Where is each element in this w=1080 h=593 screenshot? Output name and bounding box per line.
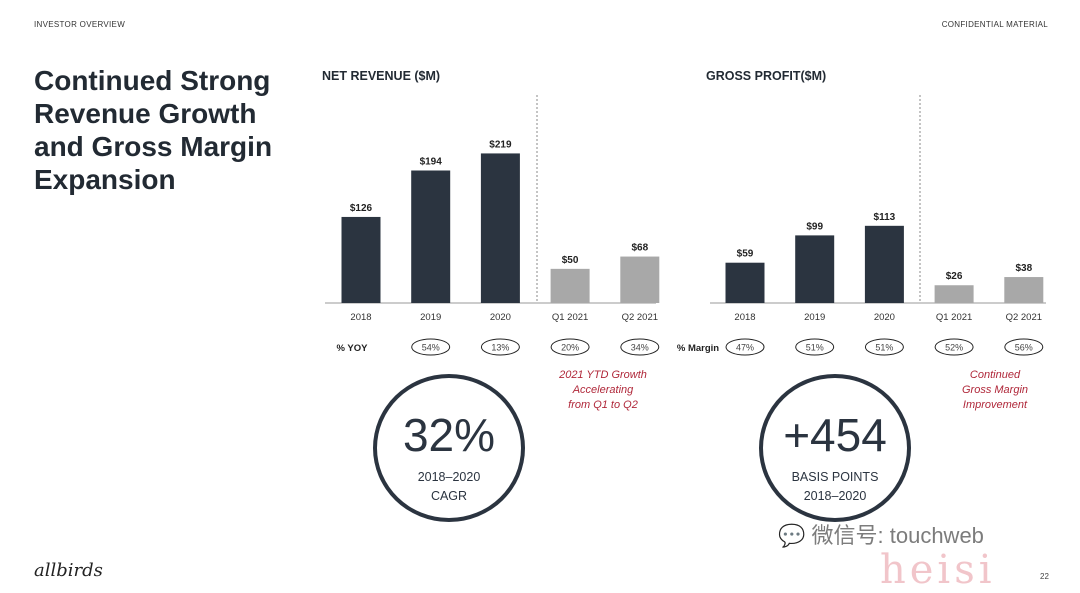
bar xyxy=(480,153,520,303)
value-oval xyxy=(550,338,590,356)
cagr-kpi-circle: 32% 2018–2020 CAGR xyxy=(373,374,525,522)
bar xyxy=(620,256,660,303)
note-line: Continued xyxy=(969,369,1021,381)
data-label: $38 xyxy=(1015,263,1032,274)
basis-points-kpi-circle: +454 BASIS POINTS 2018–2020 xyxy=(759,374,911,522)
row-value: 51% xyxy=(875,343,893,353)
tick-label: 2019 xyxy=(804,312,825,323)
tick-label: Q1 2021 xyxy=(552,312,588,323)
tick-label: 2019 xyxy=(420,312,441,323)
note-line: 2021 YTD Growth xyxy=(559,369,647,381)
tick-label: Q1 2021 xyxy=(936,312,972,323)
value-oval xyxy=(480,338,520,356)
page-number: 22 xyxy=(1040,572,1049,581)
data-label: $113 xyxy=(874,212,896,223)
bar xyxy=(550,268,590,303)
gross-profit-chart-title: GROSS PROFIT($M) xyxy=(706,69,827,83)
tick-label: 2018 xyxy=(350,312,371,323)
bar xyxy=(934,285,974,303)
header-right: CONFIDENTIAL MATERIAL xyxy=(941,20,1048,29)
bar xyxy=(864,225,904,303)
row-value: 54% xyxy=(422,343,440,353)
slide-title: Continued Strong Revenue Growth and Gros… xyxy=(34,65,273,195)
note-line: Accelerating xyxy=(572,384,634,396)
bar xyxy=(795,235,835,303)
data-label: $59 xyxy=(737,249,754,260)
note-line: from Q1 to Q2 xyxy=(568,399,638,411)
tick-label: 2018 xyxy=(734,312,755,323)
allbirds-logo: allbirds xyxy=(34,560,103,581)
value-oval xyxy=(934,338,974,356)
header-left: INVESTOR OVERVIEW xyxy=(34,20,126,29)
row-value: 51% xyxy=(806,343,824,353)
kpi-line2: 2018–2020 xyxy=(803,489,867,503)
bar xyxy=(411,170,451,303)
value-oval xyxy=(620,338,660,356)
note-line: Gross Margin xyxy=(961,384,1029,396)
kpi-value: 32% xyxy=(402,409,496,461)
bar xyxy=(725,262,765,303)
value-oval xyxy=(725,338,765,356)
watermark-text: 微信号: touchweb xyxy=(811,523,984,548)
data-label: $194 xyxy=(420,156,443,167)
row-label: % Margin xyxy=(677,343,719,354)
wechat-icon: 💬 xyxy=(778,523,812,548)
row-value: 34% xyxy=(631,343,649,353)
data-label: $126 xyxy=(350,203,373,214)
data-label: $26 xyxy=(946,271,963,282)
value-oval xyxy=(1004,338,1044,356)
tick-label: Q2 2021 xyxy=(622,312,658,323)
wechat-watermark: 💬 微信号: touchweb xyxy=(778,524,984,548)
row-label: % YOY xyxy=(337,343,369,354)
tick-label: 2020 xyxy=(490,312,511,323)
data-label: $50 xyxy=(562,255,579,266)
margin-note: Continued Gross Margin Improvement xyxy=(940,368,1050,413)
watermark-2: heisi xyxy=(880,547,996,593)
bar xyxy=(341,216,381,303)
row-value: 56% xyxy=(1015,343,1033,353)
row-value: 13% xyxy=(491,343,509,353)
kpi-value: +454 xyxy=(783,409,887,461)
data-label: $219 xyxy=(489,139,512,150)
data-label: $99 xyxy=(806,221,823,232)
note-line: Improvement xyxy=(962,399,1028,411)
kpi-line1: BASIS POINTS xyxy=(791,470,879,484)
value-oval xyxy=(864,338,904,356)
tick-label: Q2 2021 xyxy=(1006,312,1042,323)
tick-label: 2020 xyxy=(874,312,895,323)
row-value: 20% xyxy=(561,343,579,353)
kpi-line1: 2018–2020 xyxy=(417,470,481,484)
row-value: 52% xyxy=(945,343,963,353)
data-label: $68 xyxy=(631,243,648,254)
revenue-note: 2021 YTD Growth Accelerating from Q1 to … xyxy=(548,368,658,413)
bar xyxy=(1004,277,1044,303)
kpi-line2: CAGR xyxy=(430,489,468,503)
revenue-chart-title: NET REVENUE ($M) xyxy=(322,69,441,83)
value-oval xyxy=(795,338,835,356)
row-value: 47% xyxy=(736,343,754,353)
value-oval xyxy=(411,338,451,356)
